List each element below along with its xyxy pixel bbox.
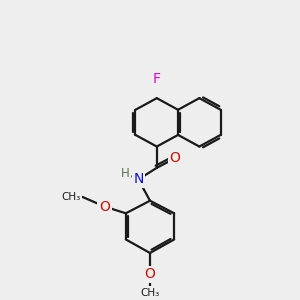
Text: CH₃: CH₃ [61,192,80,202]
Text: O: O [99,200,110,214]
Text: CH₃: CH₃ [140,288,160,298]
Text: H: H [121,167,129,180]
Text: N: N [133,172,144,186]
Text: O: O [145,267,155,281]
Text: F: F [153,72,161,86]
Text: O: O [170,151,181,165]
